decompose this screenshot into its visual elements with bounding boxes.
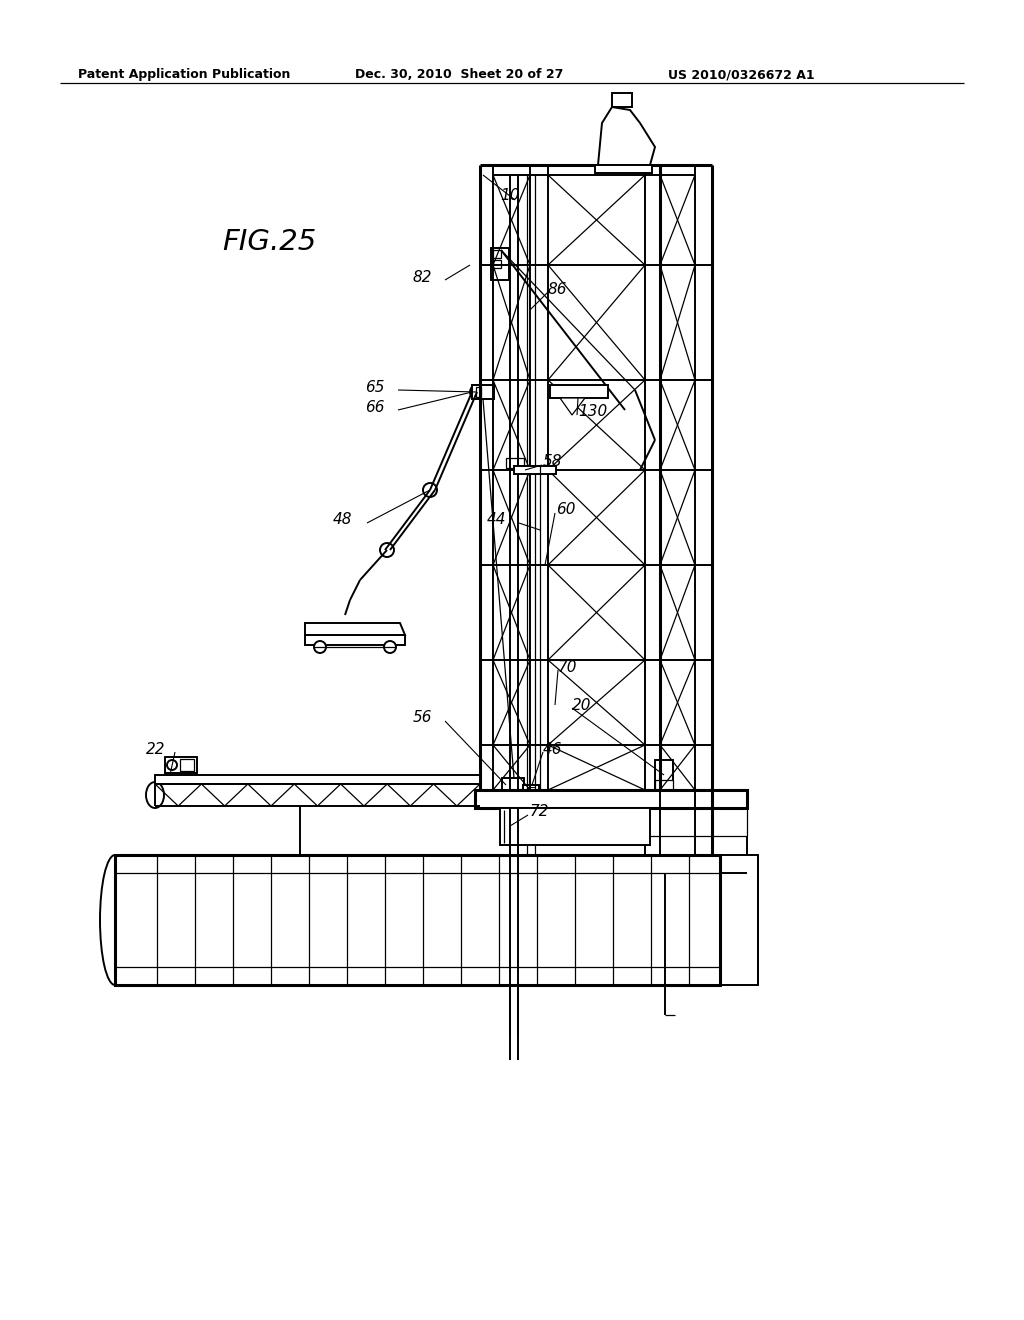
Bar <box>493 249 501 257</box>
Text: 22: 22 <box>145 742 165 758</box>
Text: 86: 86 <box>548 282 567 297</box>
Ellipse shape <box>100 855 130 985</box>
Text: 70: 70 <box>558 660 578 676</box>
Polygon shape <box>598 107 655 165</box>
Text: Patent Application Publication: Patent Application Publication <box>78 69 291 81</box>
Text: 10: 10 <box>500 187 519 202</box>
Bar <box>493 260 501 268</box>
Bar <box>506 458 524 469</box>
Circle shape <box>384 642 396 653</box>
Bar <box>720 855 758 985</box>
Text: 66: 66 <box>366 400 385 416</box>
Bar <box>612 92 632 107</box>
Text: 60: 60 <box>556 503 575 517</box>
Bar <box>502 777 524 795</box>
Bar <box>655 780 673 789</box>
Text: 46: 46 <box>543 742 562 758</box>
Bar <box>645 808 746 873</box>
Text: 56: 56 <box>413 710 432 726</box>
Text: 20: 20 <box>572 698 592 714</box>
Polygon shape <box>115 855 720 985</box>
Text: 82: 82 <box>413 271 432 285</box>
Ellipse shape <box>146 781 164 808</box>
Circle shape <box>167 760 177 770</box>
Circle shape <box>380 543 394 557</box>
Polygon shape <box>500 808 650 845</box>
Text: 65: 65 <box>366 380 385 396</box>
Polygon shape <box>550 385 608 399</box>
Text: FIG.25: FIG.25 <box>222 228 316 256</box>
Polygon shape <box>305 623 406 635</box>
Bar <box>305 635 406 645</box>
Text: 58: 58 <box>543 454 562 470</box>
Polygon shape <box>475 789 746 808</box>
Bar <box>472 385 494 399</box>
Polygon shape <box>514 466 556 474</box>
Circle shape <box>314 642 326 653</box>
Bar <box>476 387 481 397</box>
Circle shape <box>470 385 484 399</box>
Bar <box>655 760 673 789</box>
Polygon shape <box>155 775 480 784</box>
Polygon shape <box>595 165 652 173</box>
Circle shape <box>423 483 437 498</box>
Bar <box>523 785 539 799</box>
Bar <box>527 787 535 795</box>
Text: Dec. 30, 2010  Sheet 20 of 27: Dec. 30, 2010 Sheet 20 of 27 <box>355 69 563 81</box>
Bar <box>180 759 194 771</box>
Polygon shape <box>560 399 585 414</box>
Bar <box>165 756 197 774</box>
Text: 48: 48 <box>333 512 352 528</box>
Bar <box>490 248 509 280</box>
Bar <box>645 808 746 836</box>
Text: 44: 44 <box>486 512 506 528</box>
Text: 72: 72 <box>530 804 550 820</box>
Text: 130: 130 <box>578 404 607 420</box>
Text: US 2010/0326672 A1: US 2010/0326672 A1 <box>668 69 815 81</box>
